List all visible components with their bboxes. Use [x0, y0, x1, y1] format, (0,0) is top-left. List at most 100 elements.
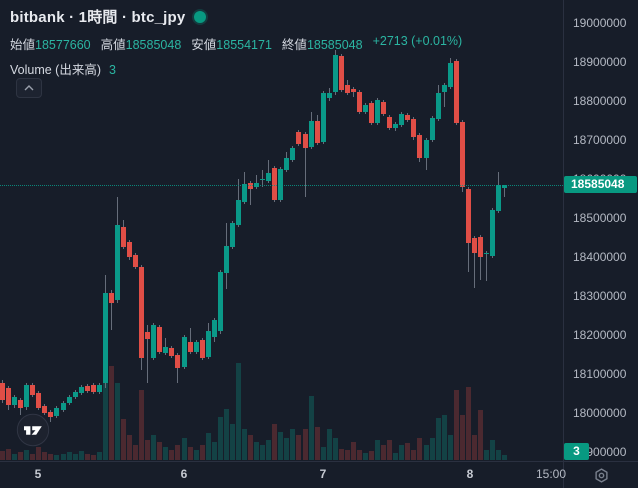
volume-bar	[0, 451, 5, 460]
candle-down	[48, 411, 54, 417]
candle-up	[217, 271, 223, 332]
price-axis[interactable]: 1900000018900000188000001870000018600000…	[564, 0, 638, 461]
volume-bar	[133, 444, 139, 460]
candle-down	[139, 267, 145, 359]
volume-bar	[169, 450, 175, 460]
volume-bar	[471, 434, 477, 460]
ohlc-row: 始値18577660 高値18585048 安値18554171 終値18585…	[10, 34, 462, 53]
tradingview-logo[interactable]	[16, 413, 50, 447]
volume-value: 3	[109, 63, 116, 77]
volume-bar	[72, 454, 78, 460]
market-status-dot	[194, 10, 207, 23]
volume-bar	[363, 453, 368, 460]
candle-up	[60, 402, 66, 410]
candle-up	[115, 225, 120, 300]
volume-bar	[278, 431, 284, 460]
price-tick-label: 18700000	[573, 133, 627, 147]
volume-bar	[369, 451, 375, 460]
candle-up	[163, 347, 169, 353]
volume-bar	[115, 383, 120, 460]
candle-wick	[165, 338, 167, 355]
candle-down	[465, 188, 471, 243]
volume-bar	[496, 450, 502, 460]
price-tick-label: 18800000	[573, 94, 627, 108]
candle-up	[399, 113, 405, 125]
last-volume-badge: 3	[564, 443, 589, 460]
volume-bar	[272, 424, 278, 460]
candle-wick	[443, 83, 445, 107]
price-tick-label: 18500000	[573, 211, 627, 225]
candle-down	[387, 117, 393, 128]
candle-wick	[268, 159, 270, 183]
price-tick-label: 18000000	[573, 406, 627, 420]
time-axis-settings[interactable]	[564, 462, 638, 488]
volume-bar	[205, 432, 211, 460]
volume-bar	[423, 445, 429, 460]
candle-up	[447, 63, 453, 87]
volume-bar	[12, 454, 18, 460]
candle-down	[175, 354, 181, 369]
volume-bar	[344, 450, 350, 460]
candle-up	[278, 168, 284, 201]
last-price-line	[0, 184, 563, 186]
candle-up	[78, 386, 84, 394]
time-label: 8	[466, 467, 474, 481]
volume-bar	[84, 454, 90, 460]
volume-bar	[502, 455, 508, 460]
candle-up	[72, 392, 78, 398]
candle-down	[6, 388, 12, 405]
volume-bar	[350, 441, 356, 460]
volume-bar	[199, 445, 205, 460]
volume-bar	[484, 450, 489, 460]
volume-bar	[90, 455, 96, 460]
candle-up	[193, 342, 199, 353]
volume-bar	[78, 451, 84, 460]
volume-bar	[139, 390, 145, 460]
candle-down	[199, 340, 205, 358]
legend-collapse-button[interactable]	[16, 78, 42, 98]
volume-bar	[254, 441, 260, 460]
candle-wick	[304, 131, 306, 197]
candle-down	[453, 61, 459, 123]
candle-down	[314, 120, 320, 144]
gear-icon	[594, 467, 608, 483]
last-price-badge: 18585048	[564, 176, 637, 194]
volume-bar	[60, 454, 66, 460]
candle-down	[477, 237, 483, 257]
candle-down	[108, 292, 114, 303]
time-axis[interactable]: 5 6 7 8 15:00	[0, 462, 566, 488]
candle-up	[326, 92, 332, 98]
volume-bar	[18, 452, 24, 460]
volume-bar	[242, 429, 247, 460]
candle-up	[502, 184, 508, 188]
candle-up	[102, 292, 108, 383]
candle-up	[24, 384, 30, 407]
candle-wick	[110, 290, 112, 330]
volume-bar	[211, 441, 217, 460]
volume-bar	[477, 409, 483, 460]
volume-bar	[48, 454, 54, 460]
volume-bar	[387, 439, 393, 460]
volume-bar	[42, 452, 48, 460]
volume-bar	[290, 429, 296, 460]
volume-bar	[187, 447, 193, 460]
candle-up	[54, 408, 60, 417]
change-value: +2713 (+0.01%)	[372, 34, 463, 48]
symbol-title[interactable]: bitbank · 1時間 · btc_jpy	[10, 9, 186, 26]
candle-down	[302, 133, 308, 148]
candle-up	[363, 104, 368, 112]
close-value: 18585048	[306, 38, 363, 52]
volume-bar	[217, 417, 223, 460]
volume-bar	[435, 418, 441, 460]
volume-bar	[490, 439, 496, 460]
candle-up	[393, 124, 399, 128]
volume-bar	[175, 445, 181, 460]
time-label: 5	[34, 467, 42, 481]
volume-bar	[66, 452, 72, 460]
candle-down	[405, 115, 411, 121]
candle-wick	[479, 235, 481, 281]
volume-bar	[96, 452, 102, 460]
price-chart-pane[interactable]	[0, 0, 563, 461]
candle-up	[181, 337, 187, 367]
candle-up	[66, 397, 72, 403]
